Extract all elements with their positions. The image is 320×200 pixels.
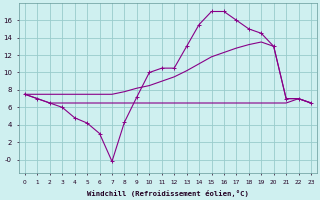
- X-axis label: Windchill (Refroidissement éolien,°C): Windchill (Refroidissement éolien,°C): [87, 190, 249, 197]
